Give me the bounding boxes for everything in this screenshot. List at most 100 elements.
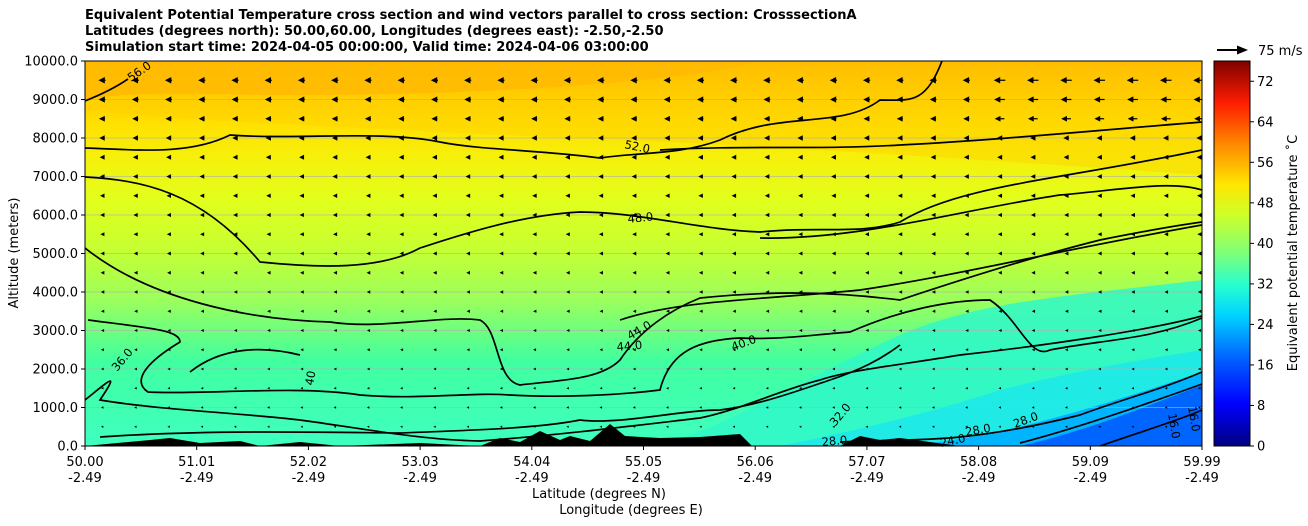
wind-vector-head (830, 154, 836, 160)
wind-vector-head (1098, 406, 1101, 409)
wind-vector-head (332, 174, 338, 179)
wind-vector-head (299, 193, 304, 198)
wind-vector-head (1030, 135, 1036, 141)
wind-vector-head (965, 425, 968, 428)
wind-vector-head (632, 425, 636, 428)
wind-vector-head (1197, 290, 1202, 294)
contour-label: 52.0 (623, 137, 651, 156)
colorbar-tick-label: 0 (1257, 440, 1265, 455)
wind-vector-head (1197, 251, 1202, 256)
wind-vector-head (599, 270, 603, 275)
wind-vector-head (598, 212, 604, 218)
contour-52 (85, 61, 943, 159)
wind-vector-head (333, 328, 337, 333)
wind-vector-head (664, 174, 670, 179)
wind-vector-head (599, 367, 603, 371)
wind-vector-head (200, 425, 204, 428)
wind-vector-head (630, 96, 637, 103)
wind-vectors (98, 77, 1202, 428)
wind-vector-head (964, 251, 969, 256)
wind-vector-head (732, 367, 736, 371)
wind-vector-head (932, 348, 935, 352)
wind-vector-head (765, 309, 770, 313)
wind-vector-head (865, 387, 869, 390)
wind-vector-head (233, 348, 237, 352)
wind-vector-head (863, 115, 870, 122)
wind-vector-head (1131, 290, 1135, 294)
wind-vector-head (898, 328, 902, 333)
wind-vector-head (998, 425, 1001, 428)
wind-vector-head (300, 290, 304, 294)
wind-vector-head (699, 367, 703, 371)
wind-vector-head (599, 406, 603, 409)
wind-vector-head (533, 406, 536, 409)
wind-vector-head (864, 212, 870, 218)
wind-vector-head (499, 232, 504, 237)
wind-vector-head (364, 115, 371, 122)
wind-vector-head (965, 367, 969, 371)
colorbar-ramp (1213, 60, 1251, 447)
wind-vector-head (233, 251, 238, 256)
wind-vector-head (1197, 232, 1202, 237)
wind-vector-head (165, 115, 172, 122)
wind-vector-head (930, 154, 936, 160)
wind-vector-head (1131, 367, 1135, 371)
wind-vector-head (932, 367, 935, 371)
wind-vector-head (399, 270, 404, 275)
wind-vector-head (464, 135, 471, 141)
wind-vector-head (566, 367, 570, 371)
wind-vector-head (666, 348, 670, 352)
wind-vector-head (432, 212, 437, 218)
title-line-1: Equivalent Potential Temperature cross s… (85, 8, 857, 23)
wind-vector-head (100, 309, 105, 313)
wind-vector-head (267, 367, 270, 371)
wind-vector-head (564, 154, 570, 160)
wind-vector-head (1130, 251, 1135, 256)
wind-vector-head (233, 212, 238, 218)
wind-vector-head (1131, 348, 1135, 352)
wind-vector-head (133, 212, 138, 218)
wind-vector-head (864, 174, 870, 179)
wind-vector-head (134, 348, 138, 352)
quiver-key: 75 m/s (1217, 44, 1303, 59)
wind-vector-head (799, 406, 802, 409)
x-axis: 50.00-2.4951.01-2.4952.02-2.4953.03-2.49… (66, 446, 1221, 486)
wind-vector-head (829, 77, 837, 84)
wind-vector-head (965, 348, 969, 352)
wind-vector-head (1097, 212, 1102, 218)
theta-e-region-52-56 (85, 61, 1202, 175)
wind-vector-head (365, 135, 371, 141)
wind-vector-head (464, 77, 471, 84)
wind-vector-head (731, 174, 737, 179)
wind-vector-head (865, 309, 869, 313)
wind-vector-head (366, 309, 371, 313)
wind-vector-head (399, 251, 404, 256)
wind-vector-head (466, 387, 470, 390)
x-tick-label-lat: 59.09 (1072, 455, 1109, 470)
wind-vector-head (433, 270, 437, 275)
wind-vector-head (831, 251, 836, 256)
wind-vector-head (1130, 154, 1136, 160)
chart-title: Equivalent Potential Temperature cross s… (85, 8, 857, 56)
wind-vector-head (898, 270, 903, 275)
wind-vector-head (300, 425, 303, 428)
wind-vector-head (300, 328, 304, 333)
wind-vector-head (165, 135, 172, 141)
wind-vector-head (1197, 212, 1202, 218)
wind-vector-head (131, 77, 139, 84)
wind-vector-head (598, 232, 604, 237)
wind-vector-head (632, 290, 637, 294)
wind-vector-head (1126, 77, 1134, 84)
wind-vector-head (398, 154, 404, 160)
wind-vector-head (465, 154, 471, 160)
wind-vector-head (632, 328, 636, 333)
wind-vector-head (1065, 328, 1069, 333)
wind-vector-head (1131, 328, 1135, 333)
wind-vector-head (699, 348, 703, 352)
wind-vector-head (267, 425, 270, 428)
wind-vector-head (663, 96, 670, 103)
wind-vector-head (765, 367, 769, 371)
wind-vector-head (198, 96, 205, 103)
wind-vector-head (333, 290, 337, 294)
contour-label: 16.0 (1165, 412, 1183, 440)
